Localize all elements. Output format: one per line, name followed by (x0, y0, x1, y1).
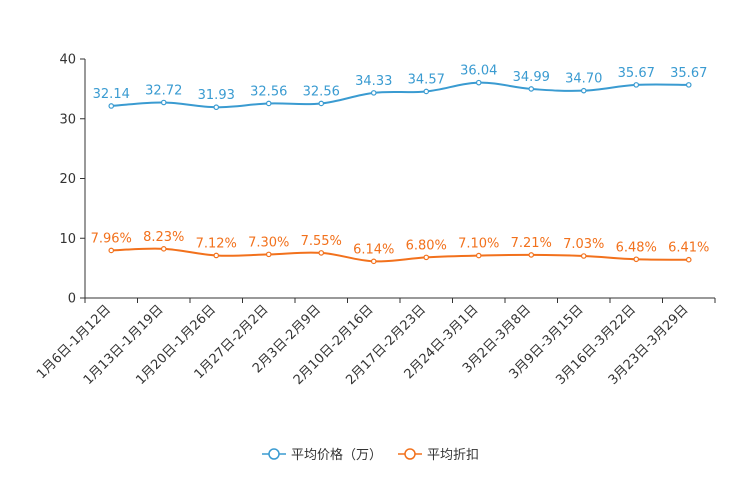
data-point (685, 82, 692, 88)
data-point (685, 256, 692, 263)
data-point (475, 252, 482, 259)
y-tick-label: 10 (59, 232, 76, 247)
data-label: 31.93 (198, 88, 235, 103)
data-label: 6.48% (616, 240, 657, 255)
data-label: 32.56 (250, 84, 287, 99)
data-label: 34.99 (513, 70, 550, 85)
legend-label: 平均折扣 (427, 448, 479, 463)
data-label: 35.67 (670, 66, 707, 81)
data-label: 34.57 (408, 72, 445, 87)
data-label: 34.70 (565, 72, 602, 87)
data-point (370, 258, 377, 265)
series-line-2 (111, 247, 689, 263)
y-tick-label: 0 (68, 292, 76, 307)
data-point (475, 79, 482, 86)
series-group (108, 79, 692, 265)
data-point (633, 82, 640, 88)
data-point (318, 250, 325, 256)
data-point (580, 253, 587, 259)
data-label: 36.04 (460, 64, 497, 79)
data-point (423, 88, 430, 95)
data-label: 32.56 (303, 84, 340, 99)
legend-swatch-marker (268, 448, 280, 460)
data-labels: 32.14 32.72 31.93 32.56 32.56 34.33 34.57 36.04… (91, 64, 710, 258)
data-point (318, 100, 325, 107)
legend-swatch-marker (404, 448, 416, 460)
y-tick-label: 20 (59, 172, 76, 187)
data-label: 35.67 (618, 66, 655, 81)
data-label: 8.23% (143, 230, 184, 245)
legend-label: 平均价格（万） (291, 447, 382, 463)
data-point (213, 252, 220, 259)
data-label: 32.14 (93, 87, 130, 102)
data-label: 7.12% (196, 236, 237, 251)
data-label: 7.03% (563, 237, 604, 252)
data-point (108, 103, 115, 109)
data-point (265, 100, 272, 107)
data-point (265, 251, 272, 258)
data-label: 34.33 (355, 74, 392, 89)
data-label: 6.14% (353, 242, 394, 257)
y-tick-label: 40 (59, 53, 76, 68)
data-label: 32.72 (145, 83, 182, 98)
data-point (528, 86, 535, 92)
data-label: 7.96% (91, 231, 132, 246)
data-label: 6.80% (406, 238, 447, 253)
data-point (528, 252, 535, 258)
data-point (213, 104, 220, 111)
data-point (160, 246, 167, 252)
data-label: 6.41% (668, 241, 709, 256)
data-label: 7.55% (301, 234, 342, 249)
y-tick-label: 30 (59, 112, 76, 127)
legend-item-2[interactable]: 平均折扣 (398, 448, 479, 463)
series-line-1 (111, 81, 689, 109)
legend-item-1[interactable]: 平均价格（万） (262, 447, 382, 463)
data-label: 7.30% (248, 235, 289, 250)
data-point (370, 90, 377, 96)
data-point (580, 87, 587, 94)
legend[interactable]: 平均价格（万） 平均折扣 (262, 447, 479, 463)
data-point (423, 254, 430, 261)
data-point (633, 256, 640, 263)
data-point (108, 247, 115, 254)
data-label: 7.21% (511, 236, 552, 251)
data-point (160, 99, 167, 106)
data-label: 7.10% (458, 237, 499, 252)
